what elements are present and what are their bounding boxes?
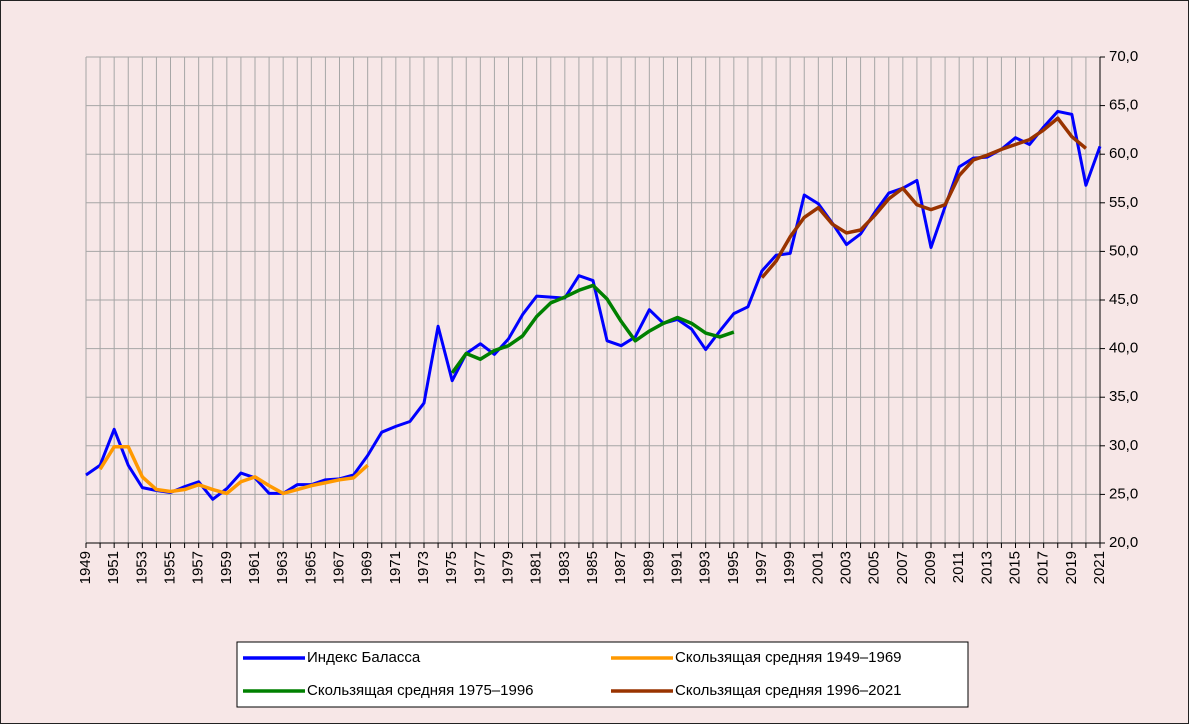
y-tick-label: 60,0 (1109, 145, 1138, 162)
y-tick-label: 50,0 (1109, 242, 1138, 259)
x-tick-label: 1967 (330, 551, 347, 584)
series-line (450, 283, 735, 374)
x-tick-label: 2015 (1006, 551, 1023, 584)
x-tick-label: 2011 (950, 551, 967, 583)
x-tick-label: 1993 (697, 551, 714, 584)
x-tick-label: 1959 (218, 551, 235, 584)
legend-label: Скользящая средняя 1996–2021 (675, 682, 902, 699)
x-tick-label: 2001 (809, 551, 826, 584)
x-tick-label: 1971 (387, 551, 404, 584)
x-tick-label: 2017 (1035, 551, 1052, 584)
x-tick-label: 1979 (499, 551, 516, 584)
x-tick-label: 1987 (612, 551, 629, 584)
x-tick-label: 2003 (837, 551, 854, 584)
legend-label: Скользящая средняя 1949–1969 (675, 649, 902, 666)
y-tick-label: 20,0 (1109, 534, 1138, 551)
x-tick-label: 1985 (584, 551, 601, 584)
x-tick-label: 2009 (922, 551, 939, 584)
x-tick-label: 1951 (105, 551, 122, 584)
x-tick-label: 1983 (556, 551, 573, 584)
x-tick-label: 1949 (77, 551, 94, 584)
x-tick-label: 1995 (725, 551, 742, 584)
x-tick-label: 1955 (161, 551, 178, 584)
series-line (98, 445, 369, 496)
x-tick-label: 2005 (866, 551, 883, 584)
x-tick-label: 1953 (133, 551, 150, 584)
x-tick-label: 1975 (443, 551, 460, 584)
legend-label: Скользящая средняя 1975–1996 (307, 682, 534, 699)
y-tick-label: 40,0 (1109, 340, 1138, 357)
x-tick-label: 2007 (894, 551, 911, 584)
x-tick-label: 1969 (359, 551, 376, 584)
y-tick-label: 65,0 (1109, 97, 1138, 114)
x-tick-label: 1981 (528, 551, 545, 584)
y-tick-label: 55,0 (1109, 194, 1138, 211)
y-tick-label: 45,0 (1109, 291, 1138, 308)
x-tick-label: 2021 (1091, 551, 1108, 584)
x-tick-label: 2019 (1063, 551, 1080, 584)
x-tick-label: 1999 (781, 551, 798, 584)
x-tick-label: 1997 (753, 551, 770, 584)
y-tick-label: 25,0 (1109, 485, 1138, 502)
x-tick-label: 1957 (190, 551, 207, 584)
x-tick-label: 1963 (274, 551, 291, 584)
x-tick-label: 1973 (415, 551, 432, 584)
x-tick-label: 1991 (668, 551, 685, 584)
x-tick-label: 1977 (471, 551, 488, 584)
x-tick-label: 1961 (246, 551, 263, 584)
y-tick-label: 30,0 (1109, 437, 1138, 454)
y-tick-label: 35,0 (1109, 388, 1138, 405)
legend-label: Индекс Баласса (307, 649, 421, 666)
x-tick-label: 1989 (640, 551, 657, 584)
x-tick-label: 2013 (978, 551, 995, 584)
x-tick-label: 1965 (302, 551, 319, 584)
y-tick-label: 70,0 (1109, 48, 1138, 65)
legend-box (236, 641, 969, 708)
series-line (760, 116, 1088, 279)
